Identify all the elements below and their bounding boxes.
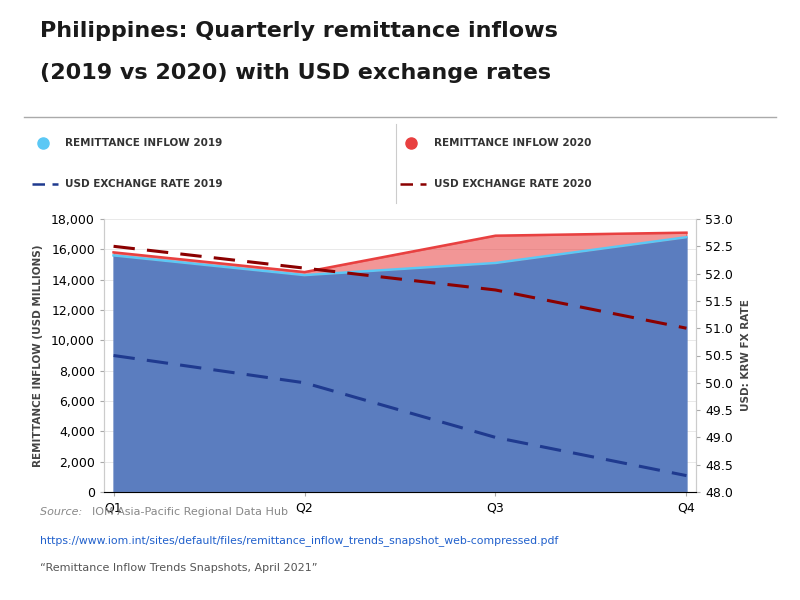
Text: Source:: Source: xyxy=(40,507,86,517)
Text: REMITTANCE INFLOW 2020: REMITTANCE INFLOW 2020 xyxy=(434,137,591,148)
Text: https://www.iom.int/sites/default/files/remittance_inflow_trends_snapshot_web-co: https://www.iom.int/sites/default/files/… xyxy=(40,535,558,546)
Text: USD EXCHANGE RATE 2020: USD EXCHANGE RATE 2020 xyxy=(434,179,591,190)
Text: USD EXCHANGE RATE 2019: USD EXCHANGE RATE 2019 xyxy=(66,179,223,190)
Text: REMITTANCE INFLOW 2019: REMITTANCE INFLOW 2019 xyxy=(66,137,222,148)
Text: “Remittance Inflow Trends Snapshots, April 2021”: “Remittance Inflow Trends Snapshots, Apr… xyxy=(40,563,318,573)
Text: Philippines: Quarterly remittance inflows: Philippines: Quarterly remittance inflow… xyxy=(40,21,558,41)
Text: (2019 vs 2020) with USD exchange rates: (2019 vs 2020) with USD exchange rates xyxy=(40,63,551,83)
Text: IOM Asia-Pacific Regional Data Hub: IOM Asia-Pacific Regional Data Hub xyxy=(92,507,288,517)
Y-axis label: USD: KRW FX RATE: USD: KRW FX RATE xyxy=(742,299,751,412)
Y-axis label: REMITTANCE INFLOW (USD MILLIONS): REMITTANCE INFLOW (USD MILLIONS) xyxy=(33,244,42,467)
